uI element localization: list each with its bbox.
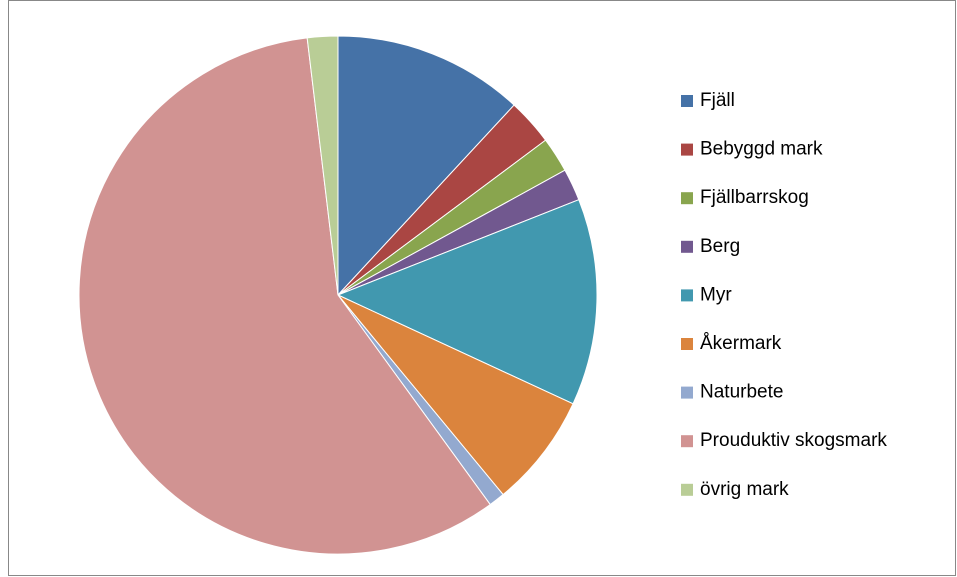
pie-slice [336,199,598,405]
pie-slice [78,37,491,555]
legend-swatch [681,143,693,156]
pie-slice [306,35,339,296]
legend-label: övrig mark [700,479,789,500]
legend-label: Fjäll [700,90,735,111]
legend-label: Prouduktiv skogsmark [700,430,887,451]
legend-swatch [681,386,693,399]
pie-slice [337,35,515,297]
legend-swatch [681,289,693,302]
legend-label: Myr [700,284,732,305]
legend-label: Berg [700,236,740,257]
legend-swatch [681,95,693,107]
pie-slice [337,294,574,496]
legend-swatch [681,192,693,205]
legend-swatch [681,338,693,350]
legend-label: Bebyggd mark [700,139,823,160]
legend-swatch [681,240,693,253]
legend-label: Fjällbarrskog [700,187,809,208]
legend-swatch [681,435,693,448]
legend-label: Åkermark [700,333,782,354]
legend-swatch [681,483,693,496]
legend-label: Naturbete [700,382,783,403]
